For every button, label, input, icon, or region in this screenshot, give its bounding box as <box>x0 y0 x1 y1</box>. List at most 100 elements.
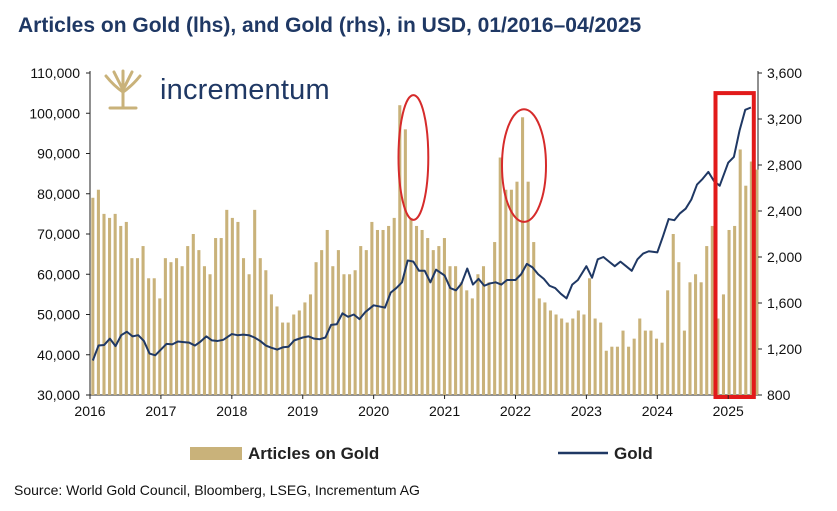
left-tick-label: 90,000 <box>37 146 80 162</box>
bar <box>264 270 268 395</box>
x-axis: 2016 2017 2018 2019 2020 2021 2022 2023 2024 2025 <box>74 395 744 419</box>
bar <box>755 169 759 395</box>
bar <box>716 318 720 395</box>
bar <box>571 318 575 395</box>
bar <box>230 217 234 395</box>
bar <box>303 302 307 395</box>
bar <box>543 302 547 395</box>
bar <box>638 318 642 395</box>
bar <box>108 217 112 395</box>
bar <box>292 314 296 395</box>
bar <box>342 274 346 395</box>
tree-logo-icon <box>104 69 142 110</box>
x-tick-label: 2018 <box>216 403 247 419</box>
bar <box>688 282 692 395</box>
bar <box>694 274 698 395</box>
x-tick-label: 2023 <box>571 403 602 419</box>
bar <box>610 346 614 395</box>
right-tick-label: 1,200 <box>767 341 802 357</box>
bar <box>582 314 586 395</box>
bar <box>705 246 709 395</box>
bar <box>426 238 430 395</box>
bar <box>135 258 140 395</box>
right-tick-label: 2,400 <box>767 203 802 219</box>
legend-label-gold: Gold <box>614 444 653 463</box>
bar-series-articles <box>91 105 759 396</box>
bar <box>459 282 463 395</box>
bar <box>370 221 374 395</box>
right-tick-label: 3,200 <box>767 111 802 127</box>
bar <box>325 229 329 395</box>
bar <box>308 294 313 396</box>
bar <box>448 266 452 395</box>
bar <box>225 209 229 395</box>
bar <box>733 225 737 395</box>
bar <box>599 322 603 395</box>
bar <box>481 266 486 395</box>
x-tick-label: 2024 <box>642 403 673 419</box>
bar <box>175 258 179 395</box>
bar <box>375 229 379 395</box>
x-tick-label: 2019 <box>287 403 318 419</box>
bar <box>320 250 324 395</box>
bar <box>465 290 469 395</box>
bar <box>671 234 675 395</box>
bar <box>677 262 681 395</box>
bar <box>269 294 273 396</box>
bar <box>721 294 726 396</box>
line-series-gold <box>91 106 752 361</box>
highlight-ellipse <box>397 94 430 221</box>
legend: Articles on Gold Gold <box>190 444 653 463</box>
bar <box>526 181 530 395</box>
bar <box>537 298 541 395</box>
bar <box>437 246 441 395</box>
bar <box>749 161 753 395</box>
bar <box>281 322 285 395</box>
bar <box>560 318 564 395</box>
bar <box>392 217 396 395</box>
left-tick-label: 80,000 <box>37 186 80 202</box>
bar <box>258 258 262 395</box>
right-tick-label: 1,600 <box>767 295 802 311</box>
left-tick-label: 50,000 <box>37 307 80 323</box>
bar <box>649 330 653 395</box>
bar <box>615 346 619 395</box>
bar <box>286 322 290 395</box>
bar <box>442 238 446 395</box>
bar <box>738 149 742 395</box>
legend-label-articles: Articles on Gold <box>248 444 379 463</box>
bar <box>102 213 106 396</box>
bar <box>554 314 558 395</box>
left-tick-label: 30,000 <box>37 387 80 403</box>
bar <box>359 246 363 395</box>
bar <box>632 338 636 395</box>
x-tick-label: 2025 <box>713 403 744 419</box>
bar <box>96 189 100 395</box>
source-note: Source: World Gold Council, Bloomberg, L… <box>14 482 420 498</box>
bar <box>202 266 206 395</box>
bar <box>744 185 748 395</box>
x-tick-label: 2016 <box>74 403 105 419</box>
bar <box>130 258 134 395</box>
bar <box>236 221 240 395</box>
bar <box>113 213 117 396</box>
bar <box>454 266 458 395</box>
annotation-layer <box>397 91 756 399</box>
bar <box>498 157 502 395</box>
bar <box>666 290 670 395</box>
highlight-rectangle <box>713 91 756 399</box>
right-tick-label: 3,600 <box>767 65 802 81</box>
x-tick-label: 2021 <box>429 403 460 419</box>
bar <box>643 330 647 395</box>
bar <box>381 229 385 395</box>
left-tick-label: 100,000 <box>29 105 80 121</box>
bar <box>593 318 597 395</box>
bar <box>699 282 703 395</box>
bar <box>275 306 279 395</box>
bar <box>163 258 167 395</box>
bar <box>487 282 491 395</box>
bar <box>124 221 128 395</box>
right-tick-label: 800 <box>767 387 791 403</box>
bar <box>348 274 352 395</box>
bar <box>604 350 608 395</box>
